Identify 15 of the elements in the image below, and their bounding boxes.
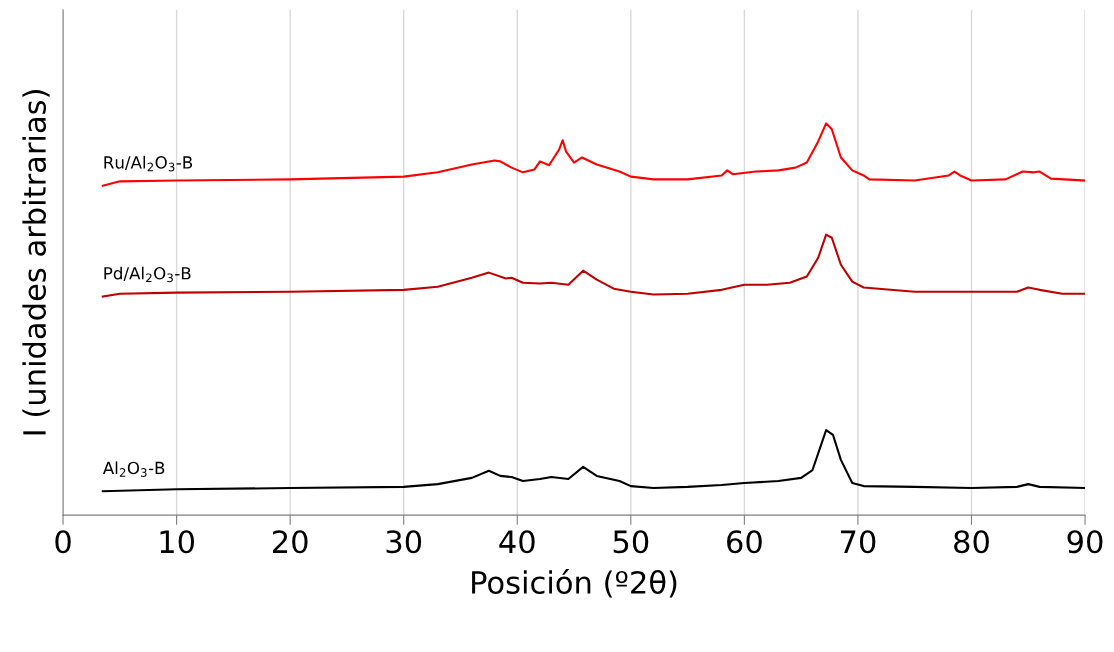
x-tick-label: 30	[386, 530, 422, 554]
x-tick-label: 90	[1067, 530, 1103, 554]
y-axis-title: I (unidades arbitrarias)	[22, 90, 50, 435]
x-tick-label: 10	[160, 530, 195, 554]
x-tick-label: 80	[954, 530, 989, 554]
series-label: Ru/Al$_{2}$O$_{3}$-B	[104, 155, 193, 172]
x-axis-title: Posición (º2θ)	[472, 569, 677, 598]
x-tick-label: 0	[55, 530, 71, 554]
x-tick-label: 40	[499, 530, 535, 554]
series-label: Al$_{2}$O$_{3}$-B	[102, 461, 165, 477]
x-tick-label: 70	[840, 530, 876, 554]
series-label: Pd/Al$_{2}$O$_{3}$-B	[104, 266, 191, 283]
x-tick-label: 20	[272, 530, 308, 554]
x-tick-label: 50	[613, 530, 649, 554]
x-tick-label: 60	[727, 530, 762, 554]
